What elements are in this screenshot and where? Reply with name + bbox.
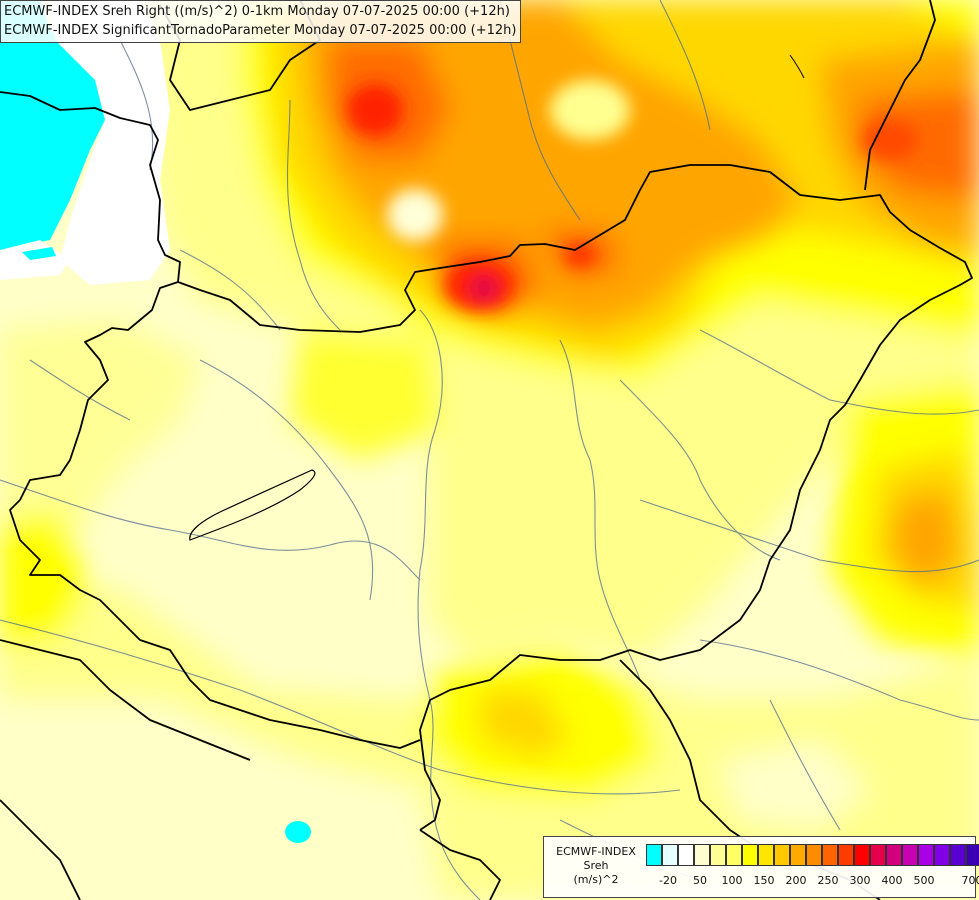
legend-swatch (774, 844, 790, 866)
border-north-east (864, 0, 936, 191)
legend-swatch (854, 844, 870, 866)
legend-tick-label: 250 (817, 874, 839, 887)
legend-swatch (758, 844, 774, 866)
legend-ticks: -20 50 100 150 200 250 300 400 500 700 (646, 874, 979, 888)
legend-tick-label: -20 (659, 874, 677, 887)
border-west (9, 499, 421, 749)
legend-tick-label: 150 (753, 874, 775, 887)
pale-area-southwest (0, 700, 440, 900)
legend-swatch (694, 844, 710, 866)
pale-area-southeast (720, 740, 870, 830)
legend-tick-label: 100 (721, 874, 743, 887)
map-title-line-2: ECMWF-INDEX SignificantTornadoParameter … (4, 23, 517, 38)
legend-tick-label: 50 (693, 874, 707, 887)
color-legend: ECMWF-INDEX Sreh (m/s)^2 -20 50 100 150 200 2… (543, 836, 979, 898)
legend-swatch (838, 844, 854, 866)
legend-label-line-1: ECMWF-INDEX (556, 845, 636, 858)
legend-tick-label: 200 (785, 874, 807, 887)
border-west-lower (0, 799, 81, 900)
border-south (419, 829, 501, 900)
white-core-north (387, 189, 443, 241)
map-title-box: ECMWF-INDEX Sreh Right ((m/s)^2) 0-1km M… (0, 0, 522, 43)
small-lake-north (789, 54, 805, 79)
sreh-cores (347, 80, 918, 311)
dark-orange-area-northeast (860, 90, 979, 200)
white-area-northwest (50, 0, 170, 285)
legend-swatch (950, 844, 966, 866)
legend-swatch (902, 844, 918, 866)
legend-tick-label: 400 (881, 874, 903, 887)
legend-swatch (966, 844, 979, 866)
border-north-hungary (177, 164, 973, 831)
gold-area-south (480, 690, 570, 760)
legend-swatch (662, 844, 678, 866)
yellow-area-west (0, 510, 90, 650)
legend-swatch (870, 844, 886, 866)
orange-area-east (890, 490, 960, 590)
red-core-north (347, 84, 403, 136)
legend-label-line-3: (m/s)^2 (573, 873, 619, 886)
legend-label-line-2: Sreh (583, 859, 609, 872)
legend-swatch (710, 844, 726, 866)
legend-swatch (918, 844, 934, 866)
map-title-line-1: ECMWF-INDEX Sreh Right ((m/s)^2) 0-1km M… (4, 4, 510, 19)
legend-swatches (646, 844, 979, 866)
legend-swatch (886, 844, 902, 866)
legend-swatch (790, 844, 806, 866)
legend-tick-label: 500 (913, 874, 935, 887)
lake (189, 469, 316, 541)
red-core-northeast (862, 120, 918, 160)
cyan-blob-west (22, 247, 56, 260)
crimson-core-center (470, 276, 498, 300)
legend-swatch (646, 844, 662, 866)
border-northwest (0, 91, 181, 501)
cyan-blob-south (285, 821, 311, 843)
border-southwest (0, 639, 251, 761)
legend-tick-label: 700 (961, 874, 979, 887)
legend-swatch (934, 844, 950, 866)
legend-swatch (742, 844, 758, 866)
white-core-north-east (550, 80, 630, 140)
legend-swatch (726, 844, 742, 866)
legend-swatch (678, 844, 694, 866)
legend-tick-label: 300 (849, 874, 871, 887)
legend-swatch (806, 844, 822, 866)
legend-swatch (822, 844, 838, 866)
legend-label: ECMWF-INDEX Sreh (m/s)^2 (548, 845, 644, 887)
yellow-area-mid (290, 330, 440, 460)
